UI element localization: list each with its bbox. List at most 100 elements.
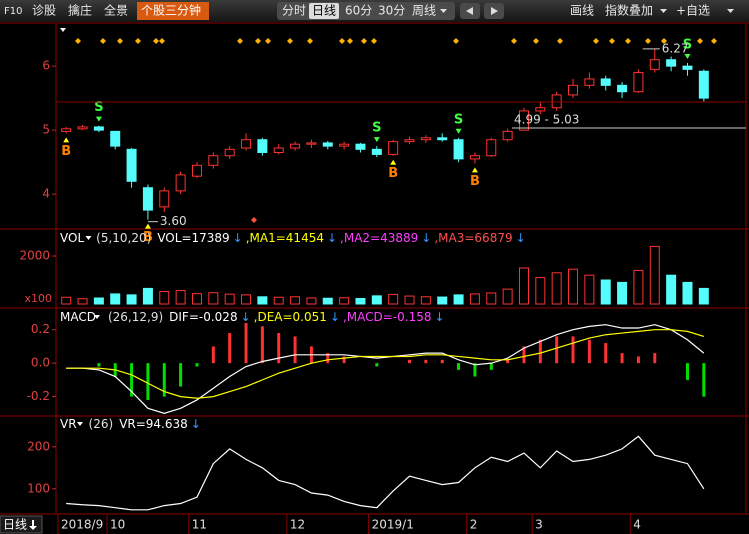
volume-bar xyxy=(486,292,497,305)
event-marker[interactable] xyxy=(265,38,271,44)
trade-signal: B xyxy=(143,230,153,245)
y-tick-label: 4 xyxy=(42,187,50,201)
volume-bar xyxy=(322,297,333,305)
event-marker[interactable] xyxy=(135,38,141,44)
range-label: 4.99 - 5.03 xyxy=(514,113,579,127)
legend-arrow: ↓ xyxy=(330,310,340,324)
event-marker[interactable] xyxy=(100,38,106,44)
event-marker[interactable] xyxy=(557,38,563,44)
min-label: 3.60 xyxy=(160,214,187,228)
volume-bar xyxy=(110,293,121,305)
volume-bar xyxy=(617,281,628,305)
volume-bar xyxy=(273,296,284,305)
volume-bar xyxy=(404,295,415,305)
event-marker[interactable] xyxy=(593,38,599,44)
x-tick-label: 2018/9 xyxy=(61,518,103,532)
event-marker[interactable] xyxy=(533,38,539,44)
candle-body xyxy=(241,139,252,149)
candle-body xyxy=(306,142,317,145)
signal-arrow xyxy=(144,223,151,229)
toolbar-button[interactable]: F10 xyxy=(4,6,22,17)
candle-body xyxy=(666,59,677,67)
volume-bar xyxy=(518,267,529,305)
event-marker[interactable] xyxy=(237,38,243,44)
candle-body xyxy=(110,130,121,147)
event-marker[interactable] xyxy=(255,38,261,44)
period-button[interactable]: 30分 xyxy=(378,4,405,18)
legend-arrow: ↓ xyxy=(191,417,201,431)
candle-body xyxy=(273,147,284,154)
tool-button[interactable]: +自选 xyxy=(676,4,710,18)
tool-button[interactable]: 指数叠加 xyxy=(605,3,653,18)
event-marker[interactable] xyxy=(117,38,123,44)
volume-bar xyxy=(568,268,579,305)
period-button[interactable]: 分时 xyxy=(282,4,306,18)
volume-bar xyxy=(502,288,513,305)
candle-body xyxy=(339,143,350,147)
event-marker[interactable] xyxy=(75,38,81,44)
y-tick-label: 5 xyxy=(42,123,50,137)
period-button[interactable]: 日线 xyxy=(312,4,336,18)
dropdown-icon xyxy=(77,422,83,426)
candle-body xyxy=(584,78,595,86)
event-marker[interactable] xyxy=(609,38,615,44)
legend-value: VOL=17389 xyxy=(157,231,229,245)
event-marker[interactable] xyxy=(697,38,703,44)
event-marker[interactable] xyxy=(307,38,313,44)
volume-bar xyxy=(633,269,644,305)
indicator-name[interactable]: VR xyxy=(60,417,77,431)
volume-bar xyxy=(126,294,137,305)
volume-bar xyxy=(224,293,235,305)
feature-box[interactable] xyxy=(137,2,209,20)
event-marker[interactable] xyxy=(287,38,293,44)
event-marker[interactable] xyxy=(625,38,631,44)
candle-body xyxy=(175,174,186,192)
toolbar-button[interactable]: 诊股 xyxy=(32,4,56,18)
y-tick-label: -0.2 xyxy=(27,389,50,403)
feature-button[interactable]: 个股三分钟 xyxy=(141,3,201,18)
event-marker[interactable] xyxy=(361,38,367,44)
event-marker[interactable] xyxy=(339,38,345,44)
dropdown-icon xyxy=(85,236,92,240)
candle-body xyxy=(224,148,235,157)
volume-bar xyxy=(682,281,693,305)
signal-arrow xyxy=(63,137,70,143)
toolbar-button[interactable]: 擒庄 xyxy=(68,3,92,18)
x-tick-label: 2019/1 xyxy=(372,518,414,532)
volume-bar xyxy=(159,291,170,305)
volume-bar xyxy=(420,296,431,305)
event-marker[interactable] xyxy=(153,38,159,44)
volume-bar xyxy=(93,297,104,305)
candle-body xyxy=(77,126,88,130)
event-marker[interactable] xyxy=(251,217,257,223)
indicator-name[interactable]: MACD xyxy=(60,310,96,324)
period-button[interactable]: 60分 xyxy=(345,4,372,18)
candle-body xyxy=(535,107,546,112)
dropdown-icon xyxy=(440,9,447,13)
indicator-name[interactable]: VOL xyxy=(60,231,84,245)
event-marker[interactable] xyxy=(453,38,459,44)
event-marker[interactable] xyxy=(711,38,717,44)
event-marker[interactable] xyxy=(347,38,353,44)
candle-body xyxy=(551,94,562,109)
event-marker[interactable] xyxy=(645,38,651,44)
toolbar-button[interactable]: 全景 xyxy=(104,3,128,18)
indicator-header: MACD (26,12,9) DIF=-0.028 ↓ ,DEA=0.051 ↓ ,MACD… xyxy=(60,310,445,324)
candle-body xyxy=(126,148,137,182)
footer-period[interactable]: 日线 xyxy=(3,518,27,532)
period-button[interactable]: 周线 xyxy=(412,4,436,18)
candle-body xyxy=(388,141,399,155)
legend-value: ,MA1=41454 xyxy=(246,231,324,245)
event-marker[interactable] xyxy=(371,38,377,44)
x-tick-label: 11 xyxy=(192,518,207,532)
next-icon xyxy=(491,7,498,15)
event-marker[interactable] xyxy=(511,38,517,44)
dropdown-icon xyxy=(727,9,734,13)
unit-label: x100 xyxy=(24,292,52,305)
macd-line xyxy=(66,329,705,399)
legend-arrow: ↓ xyxy=(421,231,431,245)
event-marker[interactable] xyxy=(159,38,165,44)
menu-arrow[interactable] xyxy=(60,28,66,32)
event-marker[interactable] xyxy=(661,38,667,44)
tool-button[interactable]: 画线 xyxy=(570,4,594,18)
